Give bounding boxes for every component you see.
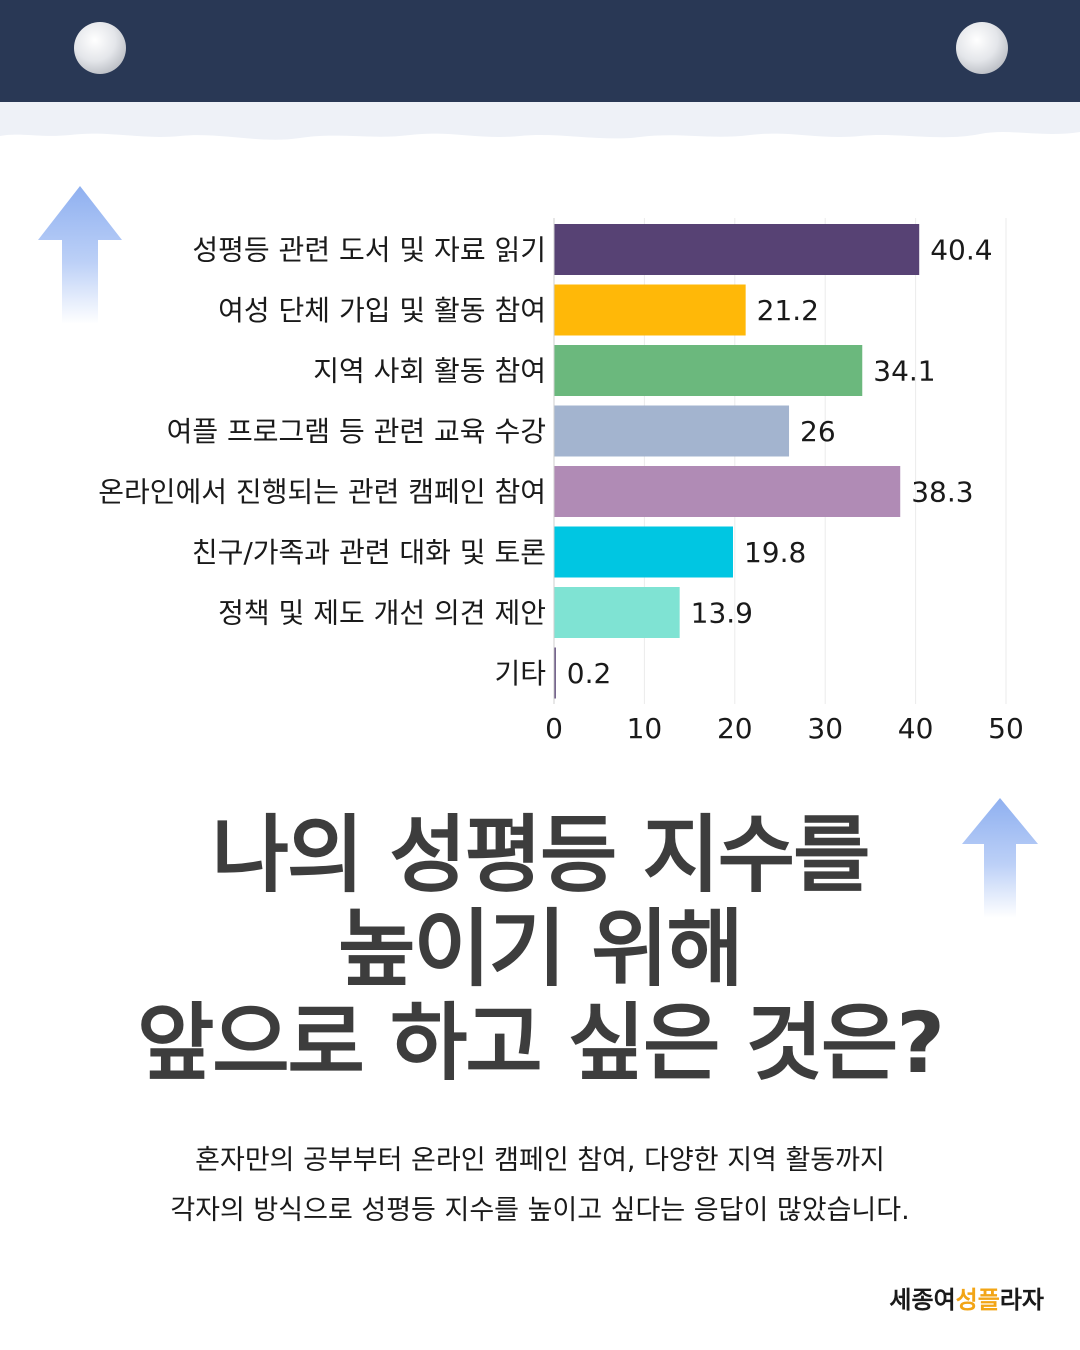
category-label: 온라인에서 진행되는 관련 캠페인 참여 [98, 476, 546, 509]
torn-paper-edge [0, 102, 1080, 140]
headline-line-1: 나의 성평등 지수를 [211, 806, 871, 904]
value-label: 38.3 [911, 476, 973, 509]
description-line-1: 혼자만의 공부부터 온라인 캠페인 참여, 다양한 지역 활동까지 [195, 1145, 885, 1176]
pin-right-icon [956, 22, 1008, 74]
bar [554, 466, 901, 517]
arrow-up-icon [962, 798, 1038, 918]
bar-chart: 성평등 관련 도서 및 자료 읽기 40.4 여성 단체 가입 및 활동 참여 21.… [98, 218, 1024, 745]
x-tick-label: 20 [717, 712, 753, 745]
arrow-up-icon [38, 186, 122, 324]
bar [554, 587, 680, 638]
category-label: 정책 및 제도 개선 의견 제안 [218, 597, 546, 630]
x-tick-label: 0 [545, 712, 563, 745]
headline-line-3: 앞으로 하고 싶은 것은? [137, 994, 945, 1092]
category-label: 여성 단체 가입 및 활동 참여 [218, 294, 546, 327]
header-band [0, 0, 1080, 102]
pin-left-icon [74, 22, 126, 74]
category-label: 지역 사회 활동 참여 [313, 355, 546, 388]
bar [554, 405, 790, 457]
category-label: 친구/가족과 관련 대화 및 토론 [192, 536, 546, 569]
bar [554, 526, 733, 578]
logo-part-1: 세종여 [889, 1286, 956, 1314]
value-label: 34.1 [873, 355, 935, 388]
headline-line-2: 높이기 위해 [338, 900, 744, 998]
x-tick-label: 10 [627, 712, 663, 745]
category-label: 성평등 관련 도서 및 자료 읽기 [192, 234, 546, 267]
value-label: 13.9 [691, 597, 753, 630]
value-label: 40.4 [930, 234, 992, 267]
category-label: 여플 프로그램 등 관련 교육 수강 [167, 415, 546, 448]
brand-logo: 세종여성플라자 [889, 1280, 1044, 1315]
description-line-2: 각자의 방식으로 성평등 지수를 높이고 싶다는 응답이 많았습니다. [170, 1195, 910, 1226]
logo-part-3: 라자 [999, 1286, 1044, 1314]
value-label: 19.8 [744, 536, 806, 569]
value-label: 26 [800, 415, 836, 448]
logo-part-2: 성플 [955, 1286, 1000, 1314]
value-label: 21.2 [757, 294, 819, 327]
bar [554, 224, 920, 275]
category-label: 기타 [494, 657, 546, 690]
bar [554, 345, 863, 396]
description: 혼자만의 공부부터 온라인 캠페인 참여, 다양한 지역 활동까지 각자의 방식… [0, 1136, 1080, 1236]
x-tick-label: 30 [807, 712, 843, 745]
bar [554, 284, 746, 336]
value-label: 0.2 [567, 657, 612, 690]
headline: 나의 성평등 지수를 높이기 위해 앞으로 하고 싶은 것은? [0, 808, 1080, 1090]
x-tick-label: 40 [898, 712, 934, 745]
x-tick-label: 50 [988, 712, 1024, 745]
bar [554, 647, 556, 699]
